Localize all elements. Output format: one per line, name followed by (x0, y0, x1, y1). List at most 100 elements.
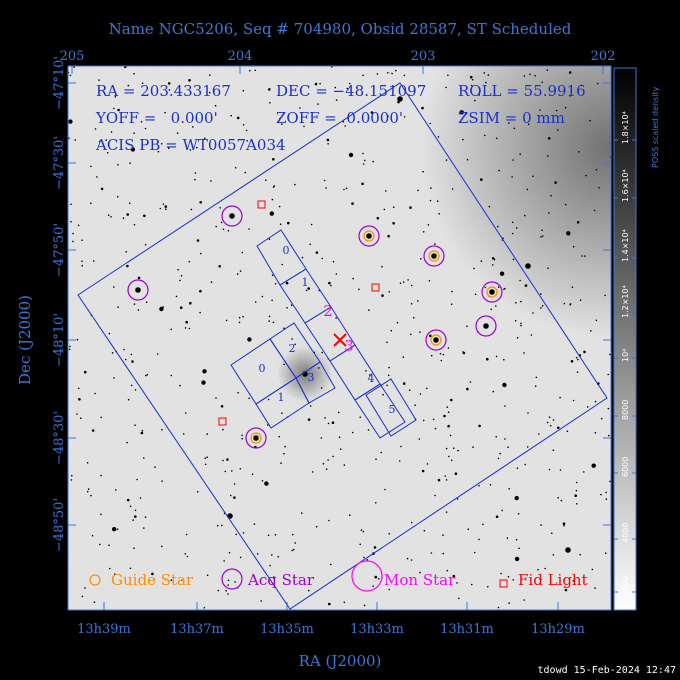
star (365, 370, 367, 372)
star (519, 279, 521, 282)
star (563, 302, 566, 305)
star (175, 295, 178, 298)
star (196, 239, 200, 242)
star (381, 265, 383, 268)
star (127, 398, 130, 401)
acq-star-marker (481, 281, 503, 303)
field-of-view-outline (77, 82, 608, 610)
star (466, 158, 469, 161)
star (456, 582, 458, 584)
star (374, 575, 378, 579)
star (124, 66, 127, 69)
star (199, 311, 201, 314)
star (194, 178, 196, 181)
star (225, 319, 228, 322)
star (281, 263, 284, 266)
star (575, 481, 578, 484)
star (242, 124, 245, 126)
star (170, 374, 173, 377)
star (241, 437, 243, 440)
star (351, 202, 354, 205)
star (362, 163, 365, 165)
star (593, 209, 596, 212)
star (164, 205, 168, 208)
star (524, 214, 526, 217)
star (520, 300, 522, 303)
star (159, 207, 162, 210)
star (332, 455, 334, 458)
star (450, 398, 453, 402)
star (574, 494, 577, 498)
star (106, 151, 109, 154)
star (516, 467, 519, 470)
star (81, 595, 84, 598)
star (437, 136, 440, 138)
star (562, 522, 566, 525)
star (512, 579, 514, 581)
star (184, 553, 187, 555)
star (290, 304, 293, 307)
star (370, 111, 374, 114)
star (254, 301, 257, 303)
star (273, 185, 276, 187)
star (372, 160, 375, 163)
star (72, 232, 74, 235)
star (114, 573, 116, 575)
star (442, 534, 444, 536)
y-axis-title: Dec (J2000) (16, 295, 34, 385)
guide-star-marker (250, 432, 262, 444)
star (474, 99, 476, 102)
star (242, 89, 245, 92)
star (277, 555, 280, 558)
star (609, 353, 611, 356)
star (105, 139, 107, 141)
star (328, 519, 330, 522)
star (278, 205, 281, 208)
star (524, 463, 526, 466)
star (204, 137, 206, 140)
guide-star-marker (363, 230, 375, 242)
star (266, 424, 269, 426)
star (214, 104, 217, 107)
star (360, 529, 363, 531)
star (310, 223, 313, 226)
star (499, 452, 502, 455)
star (242, 315, 244, 318)
star (151, 572, 154, 576)
star (426, 463, 429, 465)
star (70, 203, 72, 206)
star (204, 457, 206, 460)
star (480, 178, 483, 181)
star (511, 232, 514, 235)
star (388, 533, 391, 535)
star (100, 474, 102, 477)
star (495, 436, 498, 438)
star (529, 73, 531, 76)
star (503, 358, 505, 361)
star (579, 553, 581, 556)
star (485, 81, 487, 84)
star (294, 542, 297, 544)
left-tick-label: −47°30' (52, 136, 67, 190)
acis-i-chip-3 (295, 361, 336, 404)
star (402, 382, 406, 385)
star (583, 350, 586, 354)
star (560, 499, 563, 502)
star (141, 82, 144, 84)
guide-star-legend-label: Guide Star (111, 571, 194, 589)
star (429, 122, 432, 125)
star (226, 458, 229, 461)
star (274, 534, 277, 536)
star (162, 203, 165, 205)
star (134, 509, 137, 512)
star (438, 213, 441, 215)
star (591, 568, 594, 571)
star (227, 230, 230, 232)
star (202, 369, 207, 374)
star (325, 468, 328, 471)
star (133, 132, 135, 134)
star (469, 381, 472, 383)
star (342, 120, 345, 123)
star (345, 187, 348, 190)
star (330, 284, 332, 287)
